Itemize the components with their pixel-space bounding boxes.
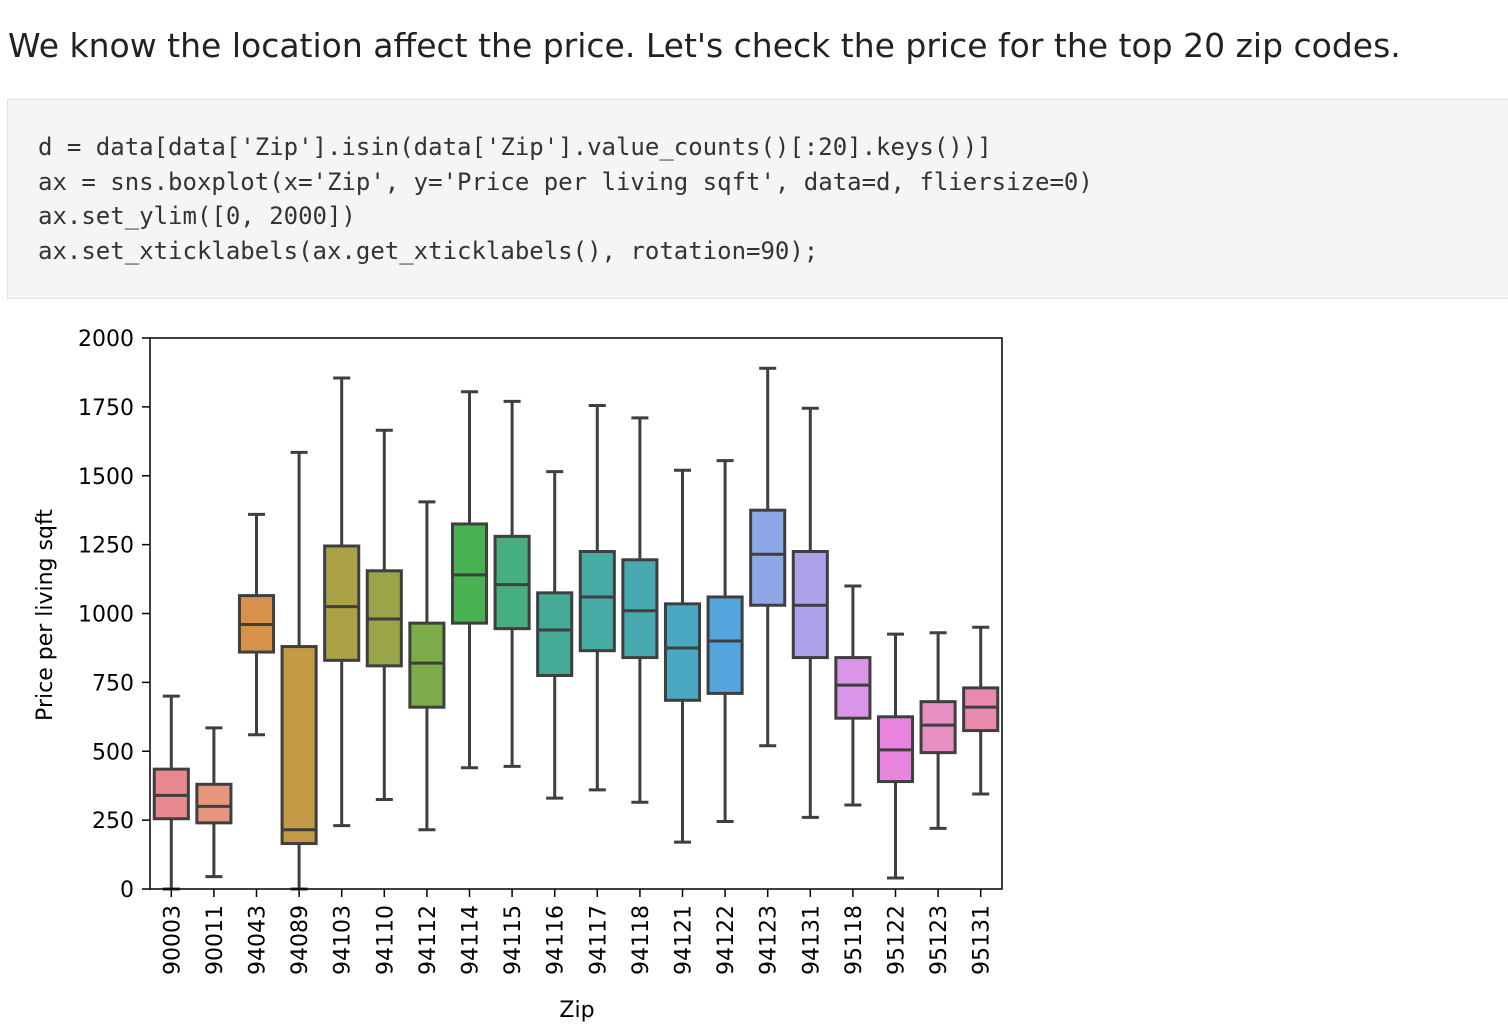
x-tick-label: 94103 [331, 905, 356, 975]
x-tick-label: 94122 [714, 905, 739, 975]
code-line: ax.set_xticklabels(ax.get_xticklabels(),… [38, 236, 819, 265]
y-tick-label: 1500 [78, 465, 134, 490]
box-95131 [962, 625, 1000, 796]
code-line: ax = sns.boxplot(x='Zip', y='Price per l… [38, 167, 1093, 196]
plot-frame [149, 337, 1003, 890]
box-94123 [749, 366, 787, 748]
y-tick-label: 250 [92, 809, 134, 834]
x-tick-label: 95118 [842, 905, 867, 975]
y-tick-label: 1250 [78, 534, 134, 559]
box-94122 [706, 459, 744, 824]
box-94114 [450, 390, 489, 770]
x-tick-label: 94114 [459, 905, 484, 975]
y-tick-label: 0 [120, 878, 134, 903]
box-94117 [578, 403, 616, 792]
x-tick-label: 90011 [203, 905, 228, 975]
y-tick-label: 2000 [78, 327, 134, 352]
x-tick-label: 94112 [416, 905, 441, 975]
x-tick-label: 94131 [799, 905, 824, 975]
x-tick-label: 94117 [586, 905, 611, 975]
box-94115 [493, 399, 531, 768]
x-tick-label: 94043 [246, 905, 271, 975]
y-tick-label: 1000 [78, 603, 134, 628]
box-95122 [876, 632, 915, 880]
x-tick-label: 94123 [757, 905, 782, 975]
box-body [749, 508, 787, 607]
box-body [493, 534, 531, 631]
intro-text: We know the location affect the price. L… [8, 26, 1401, 65]
box-90011 [195, 726, 233, 879]
box-95118 [834, 584, 872, 807]
box-94110 [365, 428, 403, 801]
box-94112 [408, 500, 446, 832]
x-tick-label: 94118 [629, 905, 654, 975]
x-tick-label: 94121 [672, 905, 697, 975]
x-tick-label: 94110 [373, 905, 398, 975]
x-tick-label: 95123 [927, 905, 952, 975]
x-tick-label: 94115 [501, 905, 526, 975]
y-axis: 0 250 500 750 1000 1250 1500 1750 2000 [78, 327, 150, 903]
x-tick-label: 95122 [885, 905, 910, 975]
x-tick-label: 95131 [970, 905, 995, 975]
box-body [323, 544, 361, 662]
box-body [663, 602, 702, 702]
box-body [195, 782, 233, 825]
box-94103 [323, 376, 361, 828]
box-body [280, 645, 318, 846]
y-tick-label: 1750 [78, 396, 134, 421]
box-94043 [237, 512, 276, 737]
box-body [834, 656, 872, 720]
box-body [706, 595, 744, 695]
code-line: d = data[data['Zip'].isin(data['Zip'].va… [38, 133, 992, 161]
x-tick-label: 94116 [544, 905, 569, 975]
boxes [152, 366, 1000, 891]
code-cell[interactable]: d = data[data['Zip'].isin(data['Zip'].va… [7, 99, 1508, 299]
box-94118 [621, 416, 659, 804]
box-body [536, 591, 574, 677]
code-block: d = data[data['Zip'].isin(data['Zip'].va… [38, 130, 1093, 268]
code-line: ax.set_ylim([0, 2000]) [38, 202, 356, 230]
box-95123 [919, 631, 957, 830]
box-body [621, 558, 659, 660]
y-axis-label: Price per living sqft [33, 509, 58, 721]
x-axis-label: Zip [559, 998, 594, 1023]
box-body [919, 700, 957, 755]
box-94131 [791, 406, 829, 819]
x-tick-label: 90003 [160, 905, 185, 975]
box-body [578, 550, 616, 653]
box-body [408, 621, 446, 709]
box-body [962, 686, 1000, 733]
boxplot-chart: 0 250 500 750 1000 1250 1500 1750 2000 90003 9001… [33, 327, 1003, 1023]
x-axis: 90003 90011 94043 94089 94103 94110 94112 94114… [160, 889, 995, 975]
box-94121 [663, 468, 702, 844]
y-tick-label: 500 [92, 740, 134, 765]
box-94089 [280, 450, 318, 891]
y-tick-label: 750 [92, 671, 134, 696]
box-90003 [152, 694, 190, 891]
x-tick-label: 94089 [288, 905, 313, 975]
box-94116 [536, 470, 574, 800]
